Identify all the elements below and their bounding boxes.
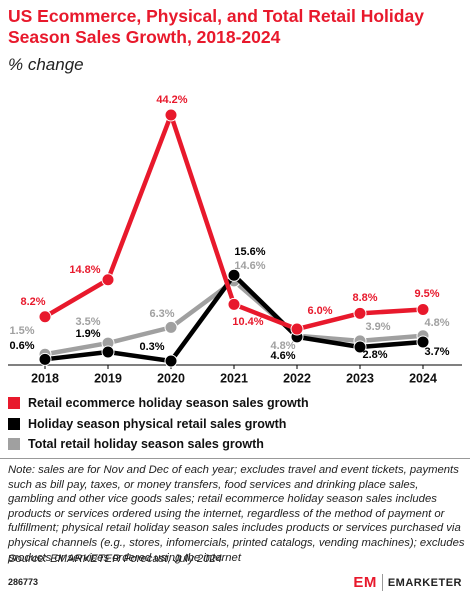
legend-swatch	[8, 417, 20, 430]
value-label: 8.2%	[20, 296, 45, 308]
value-label: 6.3%	[149, 308, 174, 320]
x-tick-label: 2019	[94, 371, 122, 385]
chart-id: 286773	[8, 577, 39, 587]
point	[164, 354, 178, 368]
point	[290, 322, 304, 336]
legend-swatch	[8, 397, 20, 409]
point	[416, 302, 430, 316]
value-label: 3.9%	[365, 321, 390, 333]
chart: 2018 2019 2020 2021 2022 2023 2024 8.2% 14.8% 44.…	[8, 94, 462, 385]
point	[164, 108, 178, 122]
value-label: 44.2%	[156, 94, 187, 106]
brand-name: EMARKETER	[387, 576, 462, 589]
value-label: 14.8%	[69, 264, 100, 276]
point	[353, 340, 367, 354]
x-tick-label: 2018	[31, 371, 59, 385]
value-label: 4.6%	[270, 350, 295, 362]
divider	[0, 458, 470, 459]
x-tick-label: 2022	[283, 371, 311, 385]
point	[38, 352, 52, 366]
value-label: 3.5%	[75, 316, 100, 328]
point	[227, 268, 241, 282]
note: Note: sales are for Nov and Dec of each …	[8, 464, 465, 564]
value-label: 4.8%	[424, 317, 449, 329]
value-label: 10.4%	[232, 316, 263, 328]
chart-title: US Ecommerce, Physical, and Total Retail…	[8, 6, 424, 47]
x-tick-label: 2024	[409, 371, 437, 385]
point	[227, 297, 241, 311]
value-label: 0.6%	[9, 340, 34, 352]
x-tick-label: 2020	[157, 371, 185, 385]
value-label: 3.7%	[424, 346, 449, 358]
value-label: 1.5%	[9, 325, 34, 337]
legend-item: Retail ecommerce holiday season sales gr…	[8, 396, 309, 410]
brand: EM EMARKETER	[353, 574, 462, 591]
point	[38, 310, 52, 324]
legend-label: Retail ecommerce holiday season sales gr…	[28, 396, 309, 410]
value-label: 4.8%	[270, 340, 295, 352]
legend-item: Total retail holiday season sales growth	[8, 437, 264, 451]
x-tick-label: 2021	[220, 371, 248, 385]
logo: EM	[353, 574, 383, 591]
value-label: 6.0%	[307, 305, 332, 317]
value-label: 8.8%	[352, 292, 377, 304]
chart-subtitle: % change	[8, 55, 84, 74]
point	[353, 306, 367, 320]
value-label: 9.5%	[414, 288, 439, 300]
point	[164, 320, 178, 334]
source: Source: EMARKETER Forecast, July 2024	[8, 553, 223, 565]
value-label: 14.6%	[234, 260, 265, 272]
legend-label: Total retail holiday season sales growth	[28, 437, 264, 451]
point	[416, 335, 430, 349]
value-label: 15.6%	[234, 246, 265, 258]
point	[101, 273, 115, 287]
value-label: 1.9%	[75, 328, 100, 340]
value-label: 0.3%	[139, 341, 164, 353]
legend-swatch	[8, 438, 20, 450]
value-label: 2.8%	[362, 349, 387, 361]
legend-label: Holiday season physical retail sales gro…	[28, 416, 287, 431]
x-tick-label: 2023	[346, 371, 374, 385]
legend-item: Holiday season physical retail sales gro…	[8, 417, 286, 431]
point	[101, 345, 115, 359]
